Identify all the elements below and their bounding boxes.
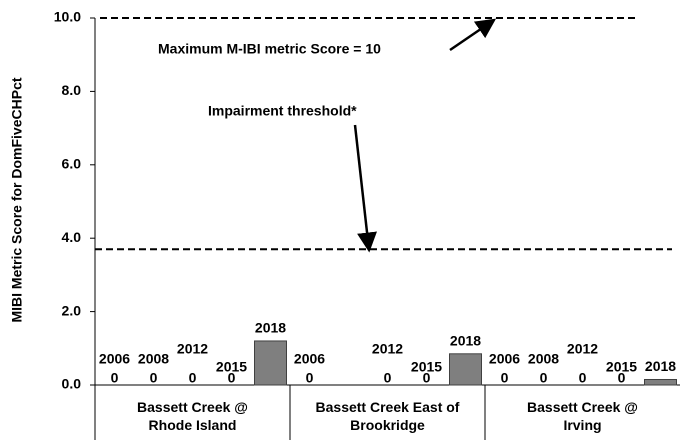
value-label: 0 [618, 370, 626, 386]
value-label: 0 [306, 370, 314, 386]
series-label: 2006 [294, 351, 325, 367]
series-label: 2015 [606, 359, 637, 375]
x-tick-label: Bassett Creek @ Rhode Island [137, 399, 248, 433]
value-label: 0 [189, 370, 197, 386]
y-tick-label: 6.0 [62, 156, 82, 172]
series-label: 2018 [255, 320, 286, 336]
value-label: 0 [501, 370, 509, 386]
series-label: 2018 [645, 358, 676, 374]
value-label: 0 [228, 370, 236, 386]
annotation: Impairment threshold* [208, 103, 357, 119]
annotation-arrow [353, 124, 377, 253]
value-label: 0 [579, 370, 587, 386]
annotation-arrow [449, 18, 497, 52]
series-label: 2008 [138, 351, 169, 367]
series-label: 2008 [528, 351, 559, 367]
y-tick-label: 10.0 [54, 9, 81, 25]
series-label: 2012 [177, 341, 208, 357]
x-tick-label: Bassett Creek @ Irving [527, 399, 638, 433]
series-label: 2015 [411, 359, 442, 375]
series-label: 2006 [489, 351, 520, 367]
bar [644, 378, 677, 386]
series-label: 2012 [372, 341, 403, 357]
bar [254, 340, 287, 386]
y-axis-title: MIBI Metric Score for DomFiveCHPct [9, 77, 25, 322]
series-label: 2006 [99, 351, 130, 367]
series-label: 2012 [567, 341, 598, 357]
y-tick-label: 2.0 [62, 302, 82, 318]
y-tick-label: 0.0 [62, 376, 82, 392]
value-label: 0 [111, 370, 119, 386]
y-tick-label: 8.0 [62, 82, 82, 98]
value-label: 0 [384, 370, 392, 386]
series-label: 2015 [216, 359, 247, 375]
bar [449, 353, 482, 386]
value-label: 0 [540, 370, 548, 386]
series-label: 2018 [450, 333, 481, 349]
x-tick-label: Bassett Creek East of Brookridge [316, 399, 460, 433]
y-tick-label: 4.0 [62, 229, 82, 245]
annotation: Maximum M-IBI metric Score = 10 [158, 41, 381, 57]
value-label: 0 [423, 370, 431, 386]
value-label: 0 [150, 370, 158, 386]
